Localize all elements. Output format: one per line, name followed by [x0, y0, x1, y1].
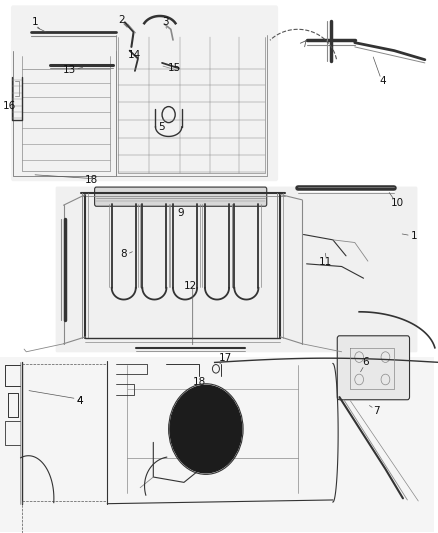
Text: 12: 12	[184, 281, 197, 291]
FancyBboxPatch shape	[0, 357, 434, 532]
Text: 4: 4	[380, 76, 387, 86]
Text: 18: 18	[85, 175, 98, 184]
Text: 9: 9	[177, 208, 184, 218]
FancyBboxPatch shape	[11, 5, 278, 181]
Text: 7: 7	[373, 407, 380, 416]
Text: 6: 6	[362, 358, 369, 367]
Text: 16: 16	[3, 101, 16, 110]
Text: 8: 8	[120, 249, 127, 259]
FancyBboxPatch shape	[337, 336, 410, 400]
Text: 11: 11	[318, 257, 332, 267]
Text: 15: 15	[168, 63, 181, 72]
Text: 3: 3	[162, 18, 169, 27]
Text: 5: 5	[158, 122, 165, 132]
Text: 13: 13	[63, 66, 76, 75]
Text: 4: 4	[76, 396, 83, 406]
Text: 17: 17	[219, 353, 232, 363]
FancyBboxPatch shape	[56, 187, 417, 352]
Text: 4: 4	[77, 396, 84, 406]
Circle shape	[170, 385, 242, 473]
FancyBboxPatch shape	[95, 187, 267, 206]
Text: 10: 10	[391, 198, 404, 207]
Text: 18: 18	[193, 377, 206, 387]
Text: 1: 1	[32, 18, 39, 27]
Text: 2: 2	[118, 15, 125, 25]
Text: 14: 14	[128, 51, 141, 60]
Text: 1: 1	[410, 231, 417, 240]
